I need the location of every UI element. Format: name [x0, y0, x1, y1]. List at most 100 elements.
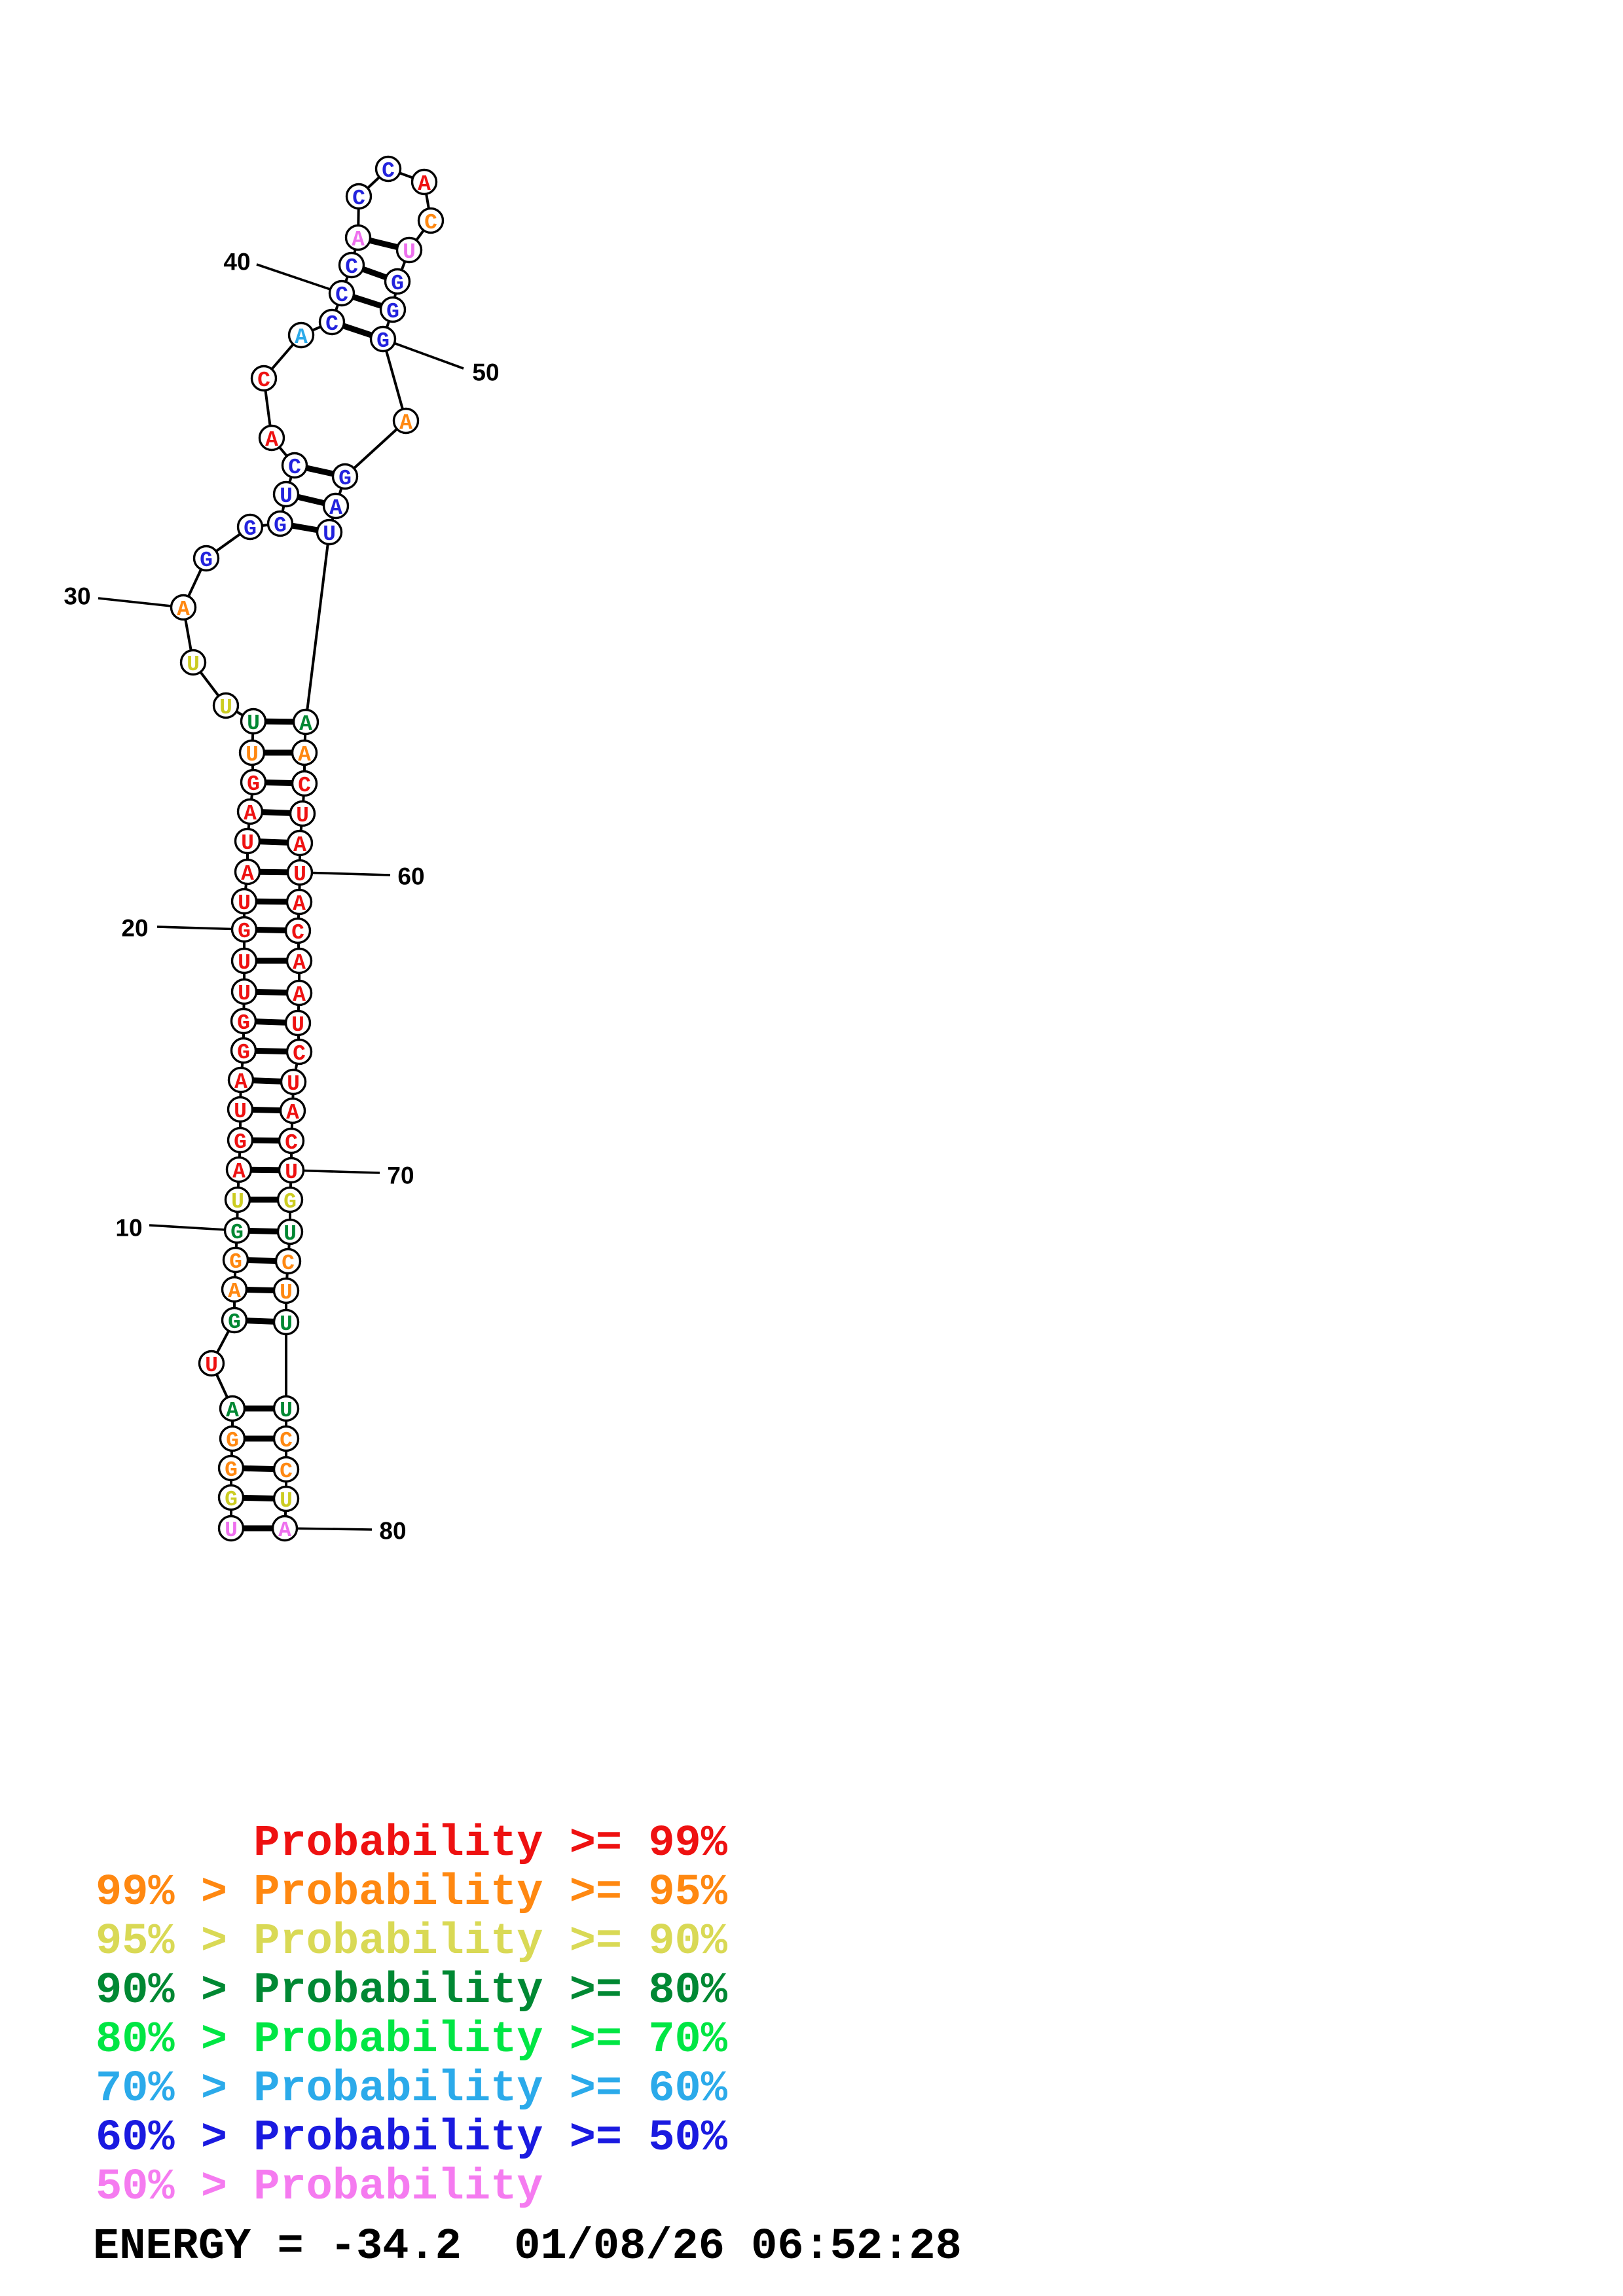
- nucleotide-circle-47: [395, 236, 423, 264]
- position-label-line-60: [299, 871, 391, 876]
- nucleotide-letter-65: U: [291, 1013, 304, 1037]
- legend-row-4: 90% > Probability >= 80%: [96, 1966, 727, 2016]
- nucleotide-circle-79: [272, 1485, 300, 1513]
- nucleotide-circle-22: [234, 858, 261, 886]
- position-label-70: 70: [387, 1162, 414, 1189]
- nucleotide-circle-28: [212, 692, 240, 719]
- nucleotide-circle-27: [240, 708, 267, 735]
- nucleotide-letter-7: G: [228, 1310, 241, 1335]
- position-label-line-20: [156, 925, 245, 931]
- nucleotide-circle-45: [410, 168, 438, 196]
- nucleotide-letter-24: A: [244, 802, 257, 826]
- nucleotide-letter-15: A: [234, 1070, 247, 1094]
- nucleotide-letter-6: U: [205, 1354, 218, 1378]
- backbone-line-51-52: [344, 420, 407, 478]
- nucleotide-letter-80: A: [278, 1518, 291, 1543]
- nucleotide-circle-51: [392, 407, 420, 435]
- nucleotide-circle-39: [318, 308, 346, 336]
- position-label-10: 10: [115, 1214, 142, 1241]
- nucleotide-letter-14: U: [234, 1100, 247, 1124]
- position-label-40: 40: [223, 248, 250, 275]
- nucleotide-letter-16: G: [237, 1041, 250, 1065]
- nucleotide-circle-61: [285, 888, 313, 916]
- nucleotide-circle-35: [281, 452, 308, 479]
- nucleotide-circle-16: [230, 1037, 257, 1064]
- nucleotide-letter-64: A: [293, 983, 306, 1007]
- nucleotide-letter-23: U: [241, 831, 254, 855]
- nucleotide-circle-42: [344, 224, 372, 251]
- nucleotide-circle-75: [272, 1308, 300, 1336]
- position-label-line-10: [149, 1224, 238, 1232]
- nucleotide-circle-17: [230, 1007, 257, 1035]
- nucleotide-circle-46: [417, 207, 445, 234]
- nucleotide-circle-15: [227, 1066, 255, 1094]
- nucleotide-circle-54: [316, 518, 343, 546]
- nucleotide-letter-62: C: [291, 921, 304, 945]
- nucleotide-letter-2: G: [225, 1488, 238, 1512]
- nucleotide-circle-7: [221, 1306, 248, 1334]
- legend-row-3: 95% > Probability >= 90%: [96, 1917, 727, 1967]
- nucleotide-circle-71: [276, 1186, 304, 1213]
- nucleotide-circle-29: [179, 649, 207, 676]
- nucleotide-circle-8: [221, 1276, 248, 1303]
- nucleotide-letter-52: G: [338, 467, 352, 491]
- nucleotide-circle-30: [170, 594, 197, 621]
- nucleotide-letter-63: A: [293, 951, 306, 975]
- nucleotide-letter-19: U: [238, 951, 251, 975]
- nucleotide-circle-43: [345, 183, 373, 210]
- nucleotide-letter-29: U: [187, 653, 200, 677]
- nucleotide-circle-67: [280, 1068, 307, 1096]
- nucleotide-circle-13: [227, 1126, 254, 1154]
- nucleotide-circle-76: [272, 1395, 300, 1422]
- nucleotide-letter-79: U: [280, 1489, 293, 1513]
- probability-legend: Probability >= 99% 99% > Probability >= 9…: [96, 1820, 727, 2212]
- nucleotide-letter-76: U: [280, 1399, 293, 1423]
- nucleotide-letter-17: G: [237, 1011, 250, 1035]
- nucleotide-circle-11: [224, 1186, 251, 1213]
- legend-row-6: 70% > Probability >= 60%: [96, 2064, 727, 2114]
- nucleotide-letter-57: C: [298, 774, 311, 798]
- nucleotide-letter-21: U: [238, 891, 251, 916]
- nucleotide-letter-1: U: [225, 1518, 238, 1543]
- nucleotide-letter-42: A: [352, 228, 365, 252]
- nucleotide-letter-4: G: [226, 1429, 239, 1453]
- position-label-line-50: [382, 338, 464, 370]
- nucleotide-letter-53: A: [329, 496, 342, 520]
- nucleotide-letter-39: C: [325, 312, 338, 336]
- nucleotide-circle-34: [272, 480, 300, 508]
- nucleotide-circle-50: [369, 325, 397, 353]
- nucleotide-letter-9: G: [229, 1250, 242, 1274]
- nucleotide-circle-36: [258, 424, 285, 452]
- nucleotide-letter-30: A: [177, 598, 190, 622]
- nucleotide-letter-11: U: [231, 1190, 244, 1214]
- position-label-80: 80: [379, 1517, 406, 1544]
- nucleotide-circle-2: [217, 1484, 245, 1511]
- nucleotide-letter-56: A: [298, 743, 311, 767]
- backbone-line-54-55: [304, 531, 331, 723]
- nucleotide-letter-40: C: [335, 283, 348, 308]
- nucleotide-letter-43: C: [352, 187, 365, 211]
- legend-row-7: 60% > Probability >= 50%: [96, 2113, 727, 2163]
- nucleotide-letter-20: G: [238, 920, 251, 944]
- nucleotide-letter-25: G: [247, 772, 260, 797]
- nucleotide-circle-20: [230, 916, 258, 943]
- nucleotide-circle-74: [272, 1277, 300, 1304]
- nucleotide-letter-10: G: [230, 1221, 244, 1245]
- nucleotide-letter-48: G: [391, 272, 404, 296]
- nucleotide-circle-9: [222, 1246, 249, 1274]
- nucleotide-letter-68: A: [286, 1101, 299, 1125]
- nucleotide-circle-6: [198, 1350, 225, 1377]
- nucleotide-letter-78: C: [280, 1460, 293, 1484]
- nucleotide-circle-65: [284, 1009, 312, 1037]
- nucleotide-letter-12: A: [232, 1160, 246, 1184]
- nucleotide-letter-47: U: [403, 240, 416, 264]
- nucleotide-circle-66: [285, 1038, 313, 1066]
- nucleotide-letter-72: U: [283, 1222, 297, 1246]
- nucleotide-circle-24: [236, 798, 264, 825]
- position-label-60: 60: [397, 863, 424, 889]
- nucleotide-circle-19: [230, 947, 258, 975]
- nucleotide-letter-38: A: [295, 325, 308, 350]
- legend-row-5: 80% > Probability >= 70%: [96, 2015, 727, 2065]
- nucleotide-letter-35: C: [288, 456, 301, 480]
